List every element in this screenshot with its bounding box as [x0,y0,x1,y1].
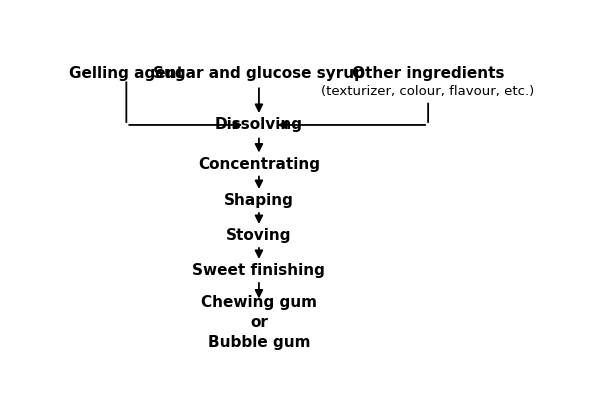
Text: Other ingredients: Other ingredients [352,66,504,81]
Text: Concentrating: Concentrating [198,157,320,172]
Text: Sweet finishing: Sweet finishing [192,263,325,278]
Text: Sugar and glucose syrup: Sugar and glucose syrup [153,66,365,81]
Text: Gelling agent: Gelling agent [69,66,183,81]
Text: Stoving: Stoving [226,228,291,243]
Text: Dissolving: Dissolving [215,117,303,132]
Text: Chewing gum
or
Bubble gum: Chewing gum or Bubble gum [201,295,317,350]
Text: Shaping: Shaping [224,194,294,209]
Text: (texturizer, colour, flavour, etc.): (texturizer, colour, flavour, etc.) [322,85,535,98]
